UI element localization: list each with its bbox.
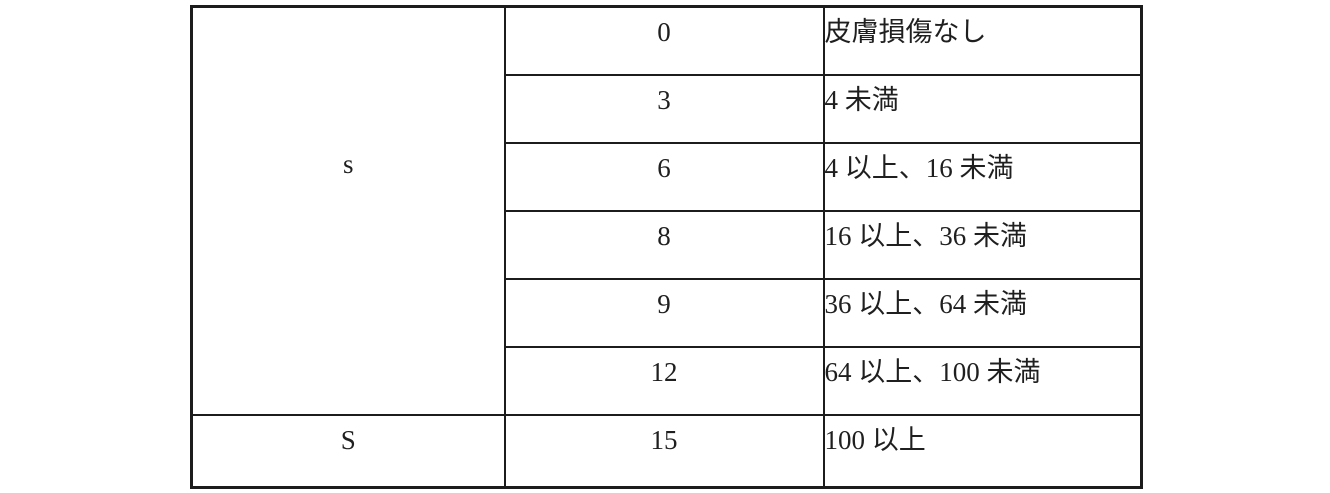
- table-row: 6 4 以上、16 未満: [192, 141, 1143, 212]
- criteria-cell: 64 以上、100 未満: [822, 345, 1143, 416]
- criteria-cell: 4 未満: [822, 73, 1143, 144]
- score-table: s 0 皮膚損傷なし 3 4 未満 6 4 以上、16 未満 8 16 以上、3…: [190, 5, 1143, 489]
- score-cell: 3: [503, 73, 825, 144]
- score-cell: 8: [503, 209, 825, 280]
- criteria-cell: 皮膚損傷なし: [822, 5, 1143, 76]
- score-cell: 9: [503, 277, 825, 348]
- table-row: 3 4 未満: [192, 73, 1143, 144]
- table-row: 9 36 以上、64 未満: [192, 277, 1143, 348]
- group-label-cell-s: s: [190, 5, 506, 416]
- criteria-cell: 4 以上、16 未満: [822, 141, 1143, 212]
- score-cell: 0: [503, 5, 825, 76]
- score-cell: 15: [503, 413, 825, 489]
- table-row: 8 16 以上、36 未満: [192, 209, 1143, 280]
- criteria-cell: 16 以上、36 未満: [822, 209, 1143, 280]
- table-row: S 15 100 以上: [190, 413, 1143, 489]
- table-row: 12 64 以上、100 未満: [192, 345, 1143, 416]
- score-cell: 6: [503, 141, 825, 212]
- score-cell: 12: [503, 345, 825, 416]
- criteria-cell: 100 以上: [822, 413, 1143, 489]
- table-row: s 0 皮膚損傷なし: [190, 5, 1143, 416]
- group-label-cell-S: S: [190, 413, 506, 489]
- criteria-cell: 36 以上、64 未満: [822, 277, 1143, 348]
